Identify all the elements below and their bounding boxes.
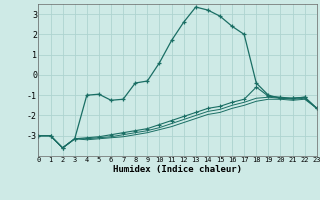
X-axis label: Humidex (Indice chaleur): Humidex (Indice chaleur) <box>113 165 242 174</box>
